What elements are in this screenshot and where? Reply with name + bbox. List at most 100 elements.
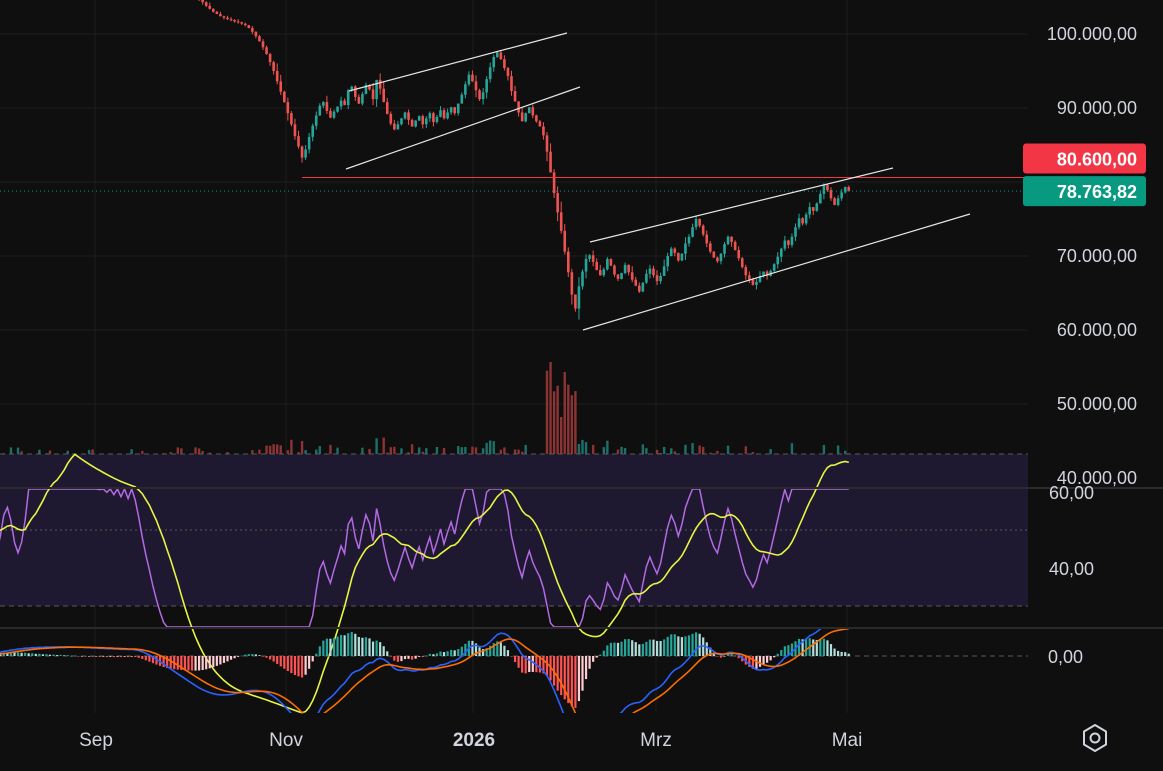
candle[interactable]: [212, 8, 215, 13]
candle[interactable]: [840, 189, 843, 201]
candle[interactable]: [403, 111, 407, 120]
candle[interactable]: [634, 276, 638, 287]
candle[interactable]: [513, 85, 517, 102]
candle[interactable]: [417, 115, 421, 121]
candle[interactable]: [432, 111, 435, 127]
candlesticks[interactable]: [0, 0, 851, 320]
candle[interactable]: [712, 251, 716, 259]
candle[interactable]: [680, 252, 684, 262]
candle[interactable]: [300, 145, 304, 163]
candle[interactable]: [780, 247, 783, 263]
candle[interactable]: [357, 94, 361, 105]
candle[interactable]: [275, 63, 279, 85]
candle[interactable]: [453, 106, 456, 116]
pane-separator[interactable]: [0, 487, 1163, 489]
candle[interactable]: [414, 120, 417, 128]
candle[interactable]: [371, 82, 375, 106]
candle[interactable]: [677, 252, 680, 262]
candle[interactable]: [400, 117, 403, 126]
candle[interactable]: [797, 213, 801, 230]
candle[interactable]: [325, 95, 329, 115]
candle[interactable]: [425, 116, 428, 129]
candle[interactable]: [808, 202, 811, 219]
candle[interactable]: [261, 39, 265, 50]
candle[interactable]: [471, 70, 474, 82]
candle[interactable]: [567, 247, 570, 278]
candle[interactable]: [499, 50, 503, 60]
candle[interactable]: [460, 92, 464, 104]
candle[interactable]: [843, 186, 847, 194]
candle[interactable]: [833, 196, 836, 206]
last-price-tag[interactable]: 78.763,82: [1023, 176, 1146, 207]
candle[interactable]: [801, 217, 804, 226]
candle[interactable]: [329, 108, 332, 119]
candle[interactable]: [531, 104, 535, 119]
candle[interactable]: [662, 259, 666, 277]
candle[interactable]: [456, 103, 460, 116]
candle[interactable]: [229, 16, 233, 22]
candle[interactable]: [428, 111, 432, 122]
candle[interactable]: [385, 98, 389, 115]
candle[interactable]: [421, 114, 425, 129]
candle[interactable]: [627, 264, 630, 276]
candle[interactable]: [346, 88, 350, 110]
candle[interactable]: [343, 98, 346, 106]
candle[interactable]: [822, 183, 826, 200]
candle[interactable]: [506, 66, 510, 81]
channel-lower-line[interactable]: [582, 213, 971, 331]
candle[interactable]: [588, 254, 591, 262]
candle[interactable]: [538, 119, 542, 127]
candle[interactable]: [598, 264, 602, 276]
candle[interactable]: [283, 90, 286, 103]
candle[interactable]: [776, 252, 780, 269]
candle[interactable]: [790, 233, 794, 248]
candle[interactable]: [215, 10, 219, 15]
candle[interactable]: [201, 0, 204, 5]
candle[interactable]: [286, 97, 290, 121]
candle[interactable]: [811, 206, 815, 216]
candle[interactable]: [549, 143, 552, 173]
candle[interactable]: [577, 277, 581, 320]
candle[interactable]: [375, 79, 378, 107]
candle[interactable]: [701, 224, 705, 237]
candle[interactable]: [254, 31, 258, 39]
candle[interactable]: [247, 25, 251, 29]
candle[interactable]: [393, 119, 396, 131]
candle[interactable]: [361, 91, 364, 106]
candle[interactable]: [407, 109, 410, 125]
candle[interactable]: [815, 202, 819, 212]
candle[interactable]: [268, 52, 272, 66]
candle[interactable]: [641, 282, 645, 293]
candle[interactable]: [318, 103, 322, 116]
candle[interactable]: [485, 76, 488, 99]
candle[interactable]: [552, 169, 556, 199]
candle[interactable]: [556, 186, 559, 222]
candle[interactable]: [666, 252, 669, 272]
candle[interactable]: [503, 55, 506, 71]
candle[interactable]: [467, 71, 471, 87]
candle[interactable]: [439, 106, 442, 118]
candle[interactable]: [694, 215, 698, 230]
candle[interactable]: [204, 1, 208, 8]
candle[interactable]: [716, 256, 719, 264]
candle[interactable]: [609, 258, 613, 267]
pane-separators[interactable]: [0, 487, 1163, 629]
candle[interactable]: [535, 114, 538, 123]
candle[interactable]: [559, 201, 563, 234]
candle[interactable]: [236, 19, 240, 24]
candle[interactable]: [755, 278, 758, 290]
candle[interactable]: [847, 185, 851, 192]
candle[interactable]: [591, 250, 595, 267]
candle[interactable]: [602, 267, 606, 277]
rsi-ma-line[interactable]: [0, 453, 849, 714]
candle[interactable]: [290, 111, 293, 127]
candle[interactable]: [389, 111, 393, 126]
candle[interactable]: [794, 223, 797, 242]
candle[interactable]: [510, 70, 513, 96]
candle[interactable]: [616, 274, 620, 282]
candle[interactable]: [307, 133, 311, 154]
candle[interactable]: [819, 190, 822, 204]
candle[interactable]: [648, 264, 652, 279]
candle[interactable]: [311, 123, 314, 142]
candle[interactable]: [304, 145, 307, 160]
